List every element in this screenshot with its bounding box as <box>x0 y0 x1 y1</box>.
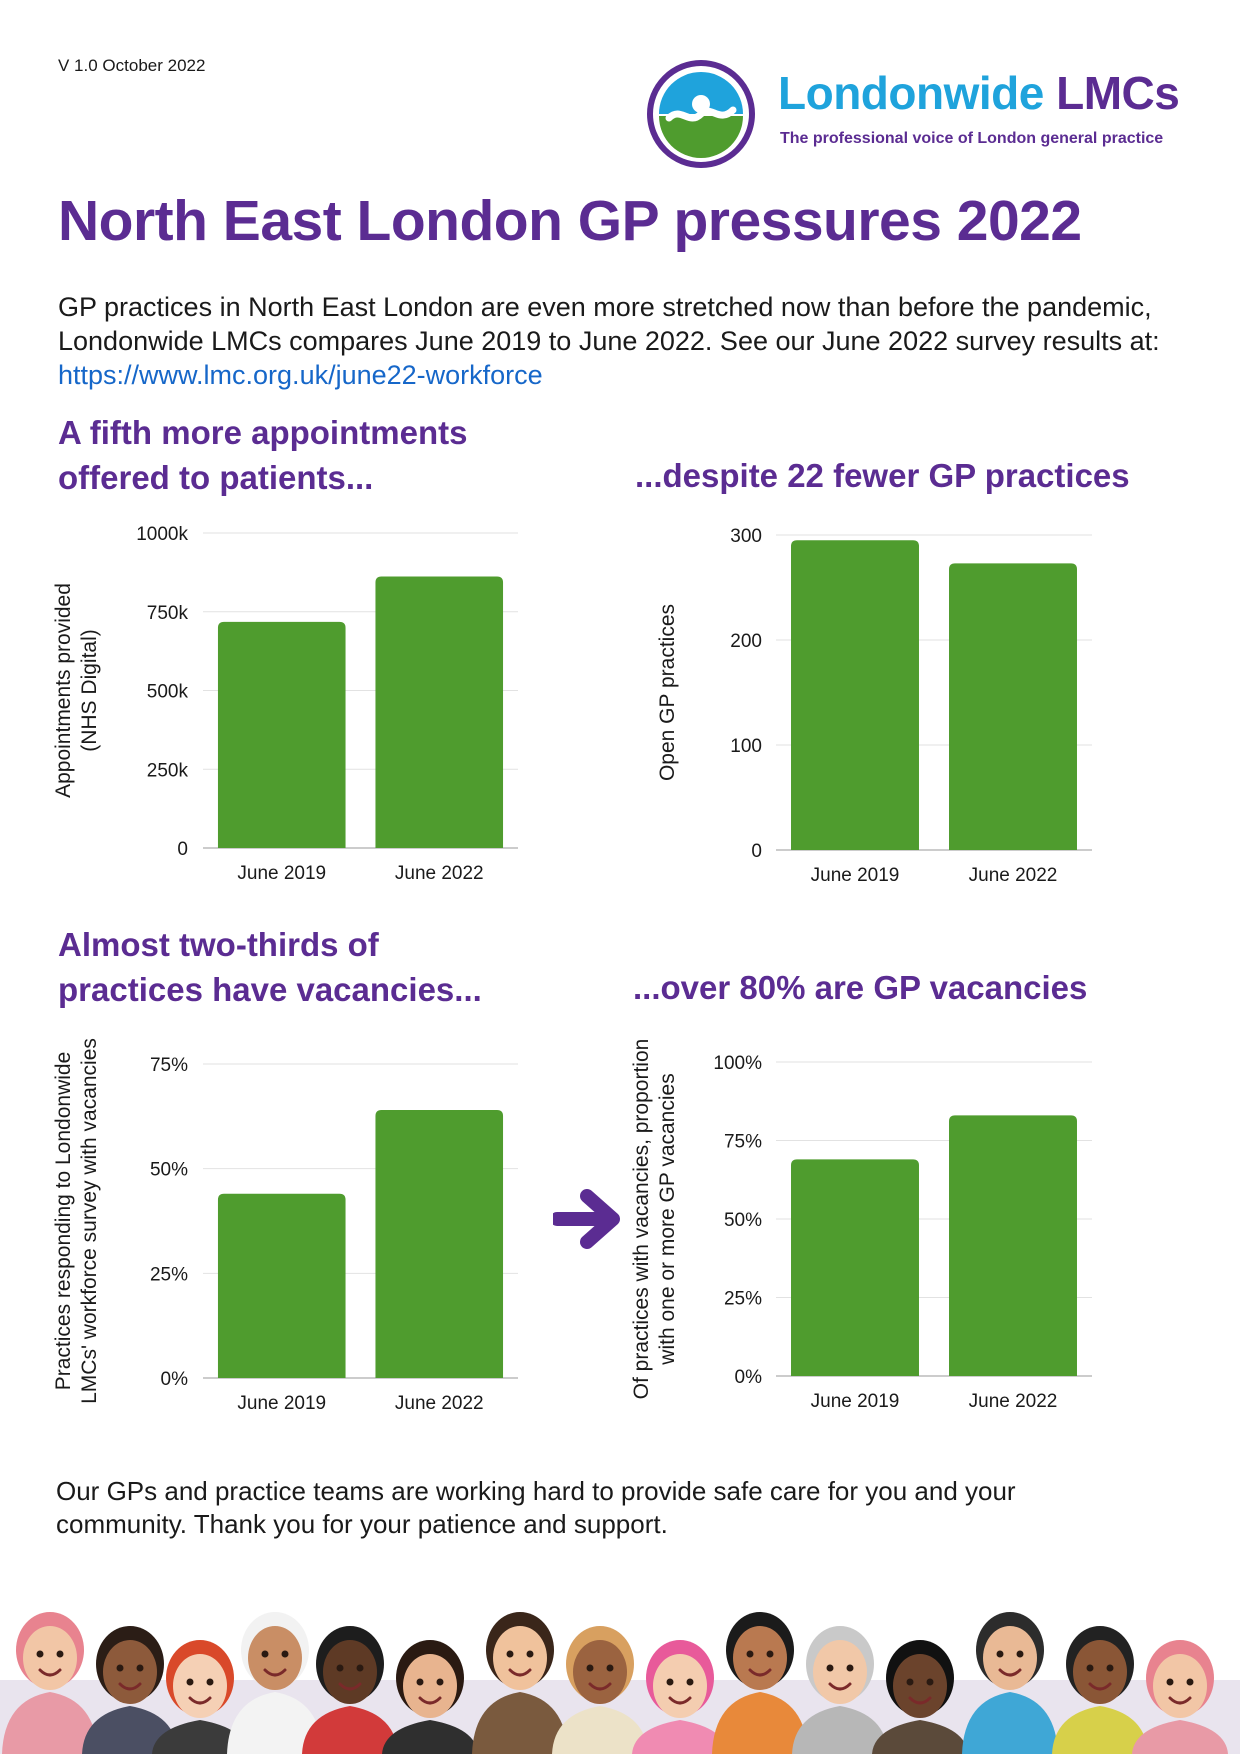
person-figure <box>2 1612 98 1754</box>
y-tick-label: 200 <box>730 631 762 652</box>
y-axis-label: (NHS Digital) <box>78 629 101 752</box>
version-label: V 1.0 October 2022 <box>58 56 206 75</box>
y-axis-label: LMCs' workforce survey with vacancies <box>78 1038 101 1404</box>
section-title-appointments: A fifth more appointments offered to pat… <box>58 410 467 500</box>
x-tick-label: June 2022 <box>395 1393 484 1414</box>
bar <box>791 1159 919 1376</box>
logo-wordmark: Londonwide LMCs <box>778 66 1180 120</box>
footer-message: Our GPs and practice teams are working h… <box>56 1475 1176 1541</box>
person-figure <box>227 1612 323 1754</box>
y-axis-label: Of practices with vacancies, proportion <box>630 1039 653 1400</box>
page-title: North East London GP pressures 2022 <box>58 189 1082 253</box>
y-tick-label: 50% <box>724 1210 762 1231</box>
y-tick-label: 250k <box>147 760 189 781</box>
y-tick-label: 25% <box>150 1264 188 1285</box>
person-figure <box>1132 1640 1228 1754</box>
y-tick-label: 300 <box>730 526 762 547</box>
y-tick-label: 100 <box>730 736 762 757</box>
bar <box>217 1193 346 1378</box>
bar <box>949 563 1077 850</box>
bar <box>375 1110 504 1378</box>
right-arrow-icon <box>553 1189 620 1249</box>
x-tick-label: June 2022 <box>969 1391 1058 1412</box>
bar <box>949 1115 1077 1376</box>
y-tick-label: 750k <box>147 603 189 624</box>
people-illustration <box>0 1612 1240 1754</box>
x-tick-label: June 2022 <box>969 865 1058 886</box>
y-tick-label: 0% <box>161 1369 189 1390</box>
y-tick-label: 100% <box>713 1053 762 1074</box>
x-tick-label: June 2019 <box>811 865 900 886</box>
footer-line: community. Thank you for your patience a… <box>56 1509 668 1539</box>
person-figure <box>1052 1626 1148 1754</box>
logo-tagline: The professional voice of London general… <box>780 130 1164 147</box>
bar <box>375 576 504 848</box>
y-tick-label: 75% <box>724 1132 762 1153</box>
section-title-vacancies: Almost two-thirds of practices have vaca… <box>58 922 482 1012</box>
y-tick-label: 0 <box>177 839 188 860</box>
x-tick-label: June 2019 <box>237 1393 326 1414</box>
person-figure <box>962 1612 1058 1754</box>
survey-link[interactable]: https://www.lmc.org.uk/june22-workforce <box>58 360 543 390</box>
person-figure <box>552 1626 648 1754</box>
section-title-line: A fifth more appointments <box>58 414 468 451</box>
intro-paragraph: GP practices in North East London are ev… <box>58 290 1198 392</box>
intro-text: GP practices in North East London are ev… <box>58 292 1160 356</box>
y-tick-label: 50% <box>150 1160 188 1181</box>
bar <box>217 621 346 848</box>
person-figure <box>792 1626 888 1754</box>
logo-emblem-icon <box>647 60 755 168</box>
logo: Londonwide LMCs The professional voice o… <box>645 58 1185 170</box>
footer-line: Our GPs and practice teams are working h… <box>56 1476 1016 1506</box>
person-figure <box>152 1640 248 1754</box>
section-title-line: Almost two-thirds of <box>58 926 379 963</box>
section-title-line: offered to patients... <box>58 459 374 496</box>
y-axis-label: Appointments provided <box>52 583 75 798</box>
y-axis-label: with one or more GP vacancies <box>656 1073 679 1365</box>
person-figure <box>712 1612 808 1754</box>
person-figure <box>382 1640 478 1754</box>
bar <box>791 540 919 850</box>
y-axis-label: Open GP practices <box>656 604 679 781</box>
y-tick-label: 1000k <box>136 524 188 545</box>
x-tick-label: June 2022 <box>395 863 484 884</box>
y-tick-label: 0 <box>751 841 762 862</box>
person-figure <box>632 1640 728 1754</box>
section-title-gp-vacancies: ...over 80% are GP vacancies <box>633 969 1088 1006</box>
x-tick-label: June 2019 <box>811 1391 900 1412</box>
section-title-practices: ...despite 22 fewer GP practices <box>635 457 1130 494</box>
person-figure <box>872 1640 968 1754</box>
y-tick-label: 0% <box>735 1367 763 1388</box>
section-title-line: practices have vacancies... <box>58 971 482 1008</box>
y-tick-label: 75% <box>150 1055 188 1076</box>
x-tick-label: June 2019 <box>237 863 326 884</box>
y-tick-label: 500k <box>147 682 189 703</box>
y-axis-label: Practices responding to Londonwide <box>52 1052 75 1391</box>
logo-name-part2: LMCs <box>1056 67 1180 119</box>
person-figure <box>302 1626 398 1754</box>
logo-name-part1: Londonwide <box>778 67 1044 119</box>
y-tick-label: 25% <box>724 1289 762 1310</box>
person-figure <box>472 1612 568 1754</box>
person-figure <box>82 1626 178 1754</box>
